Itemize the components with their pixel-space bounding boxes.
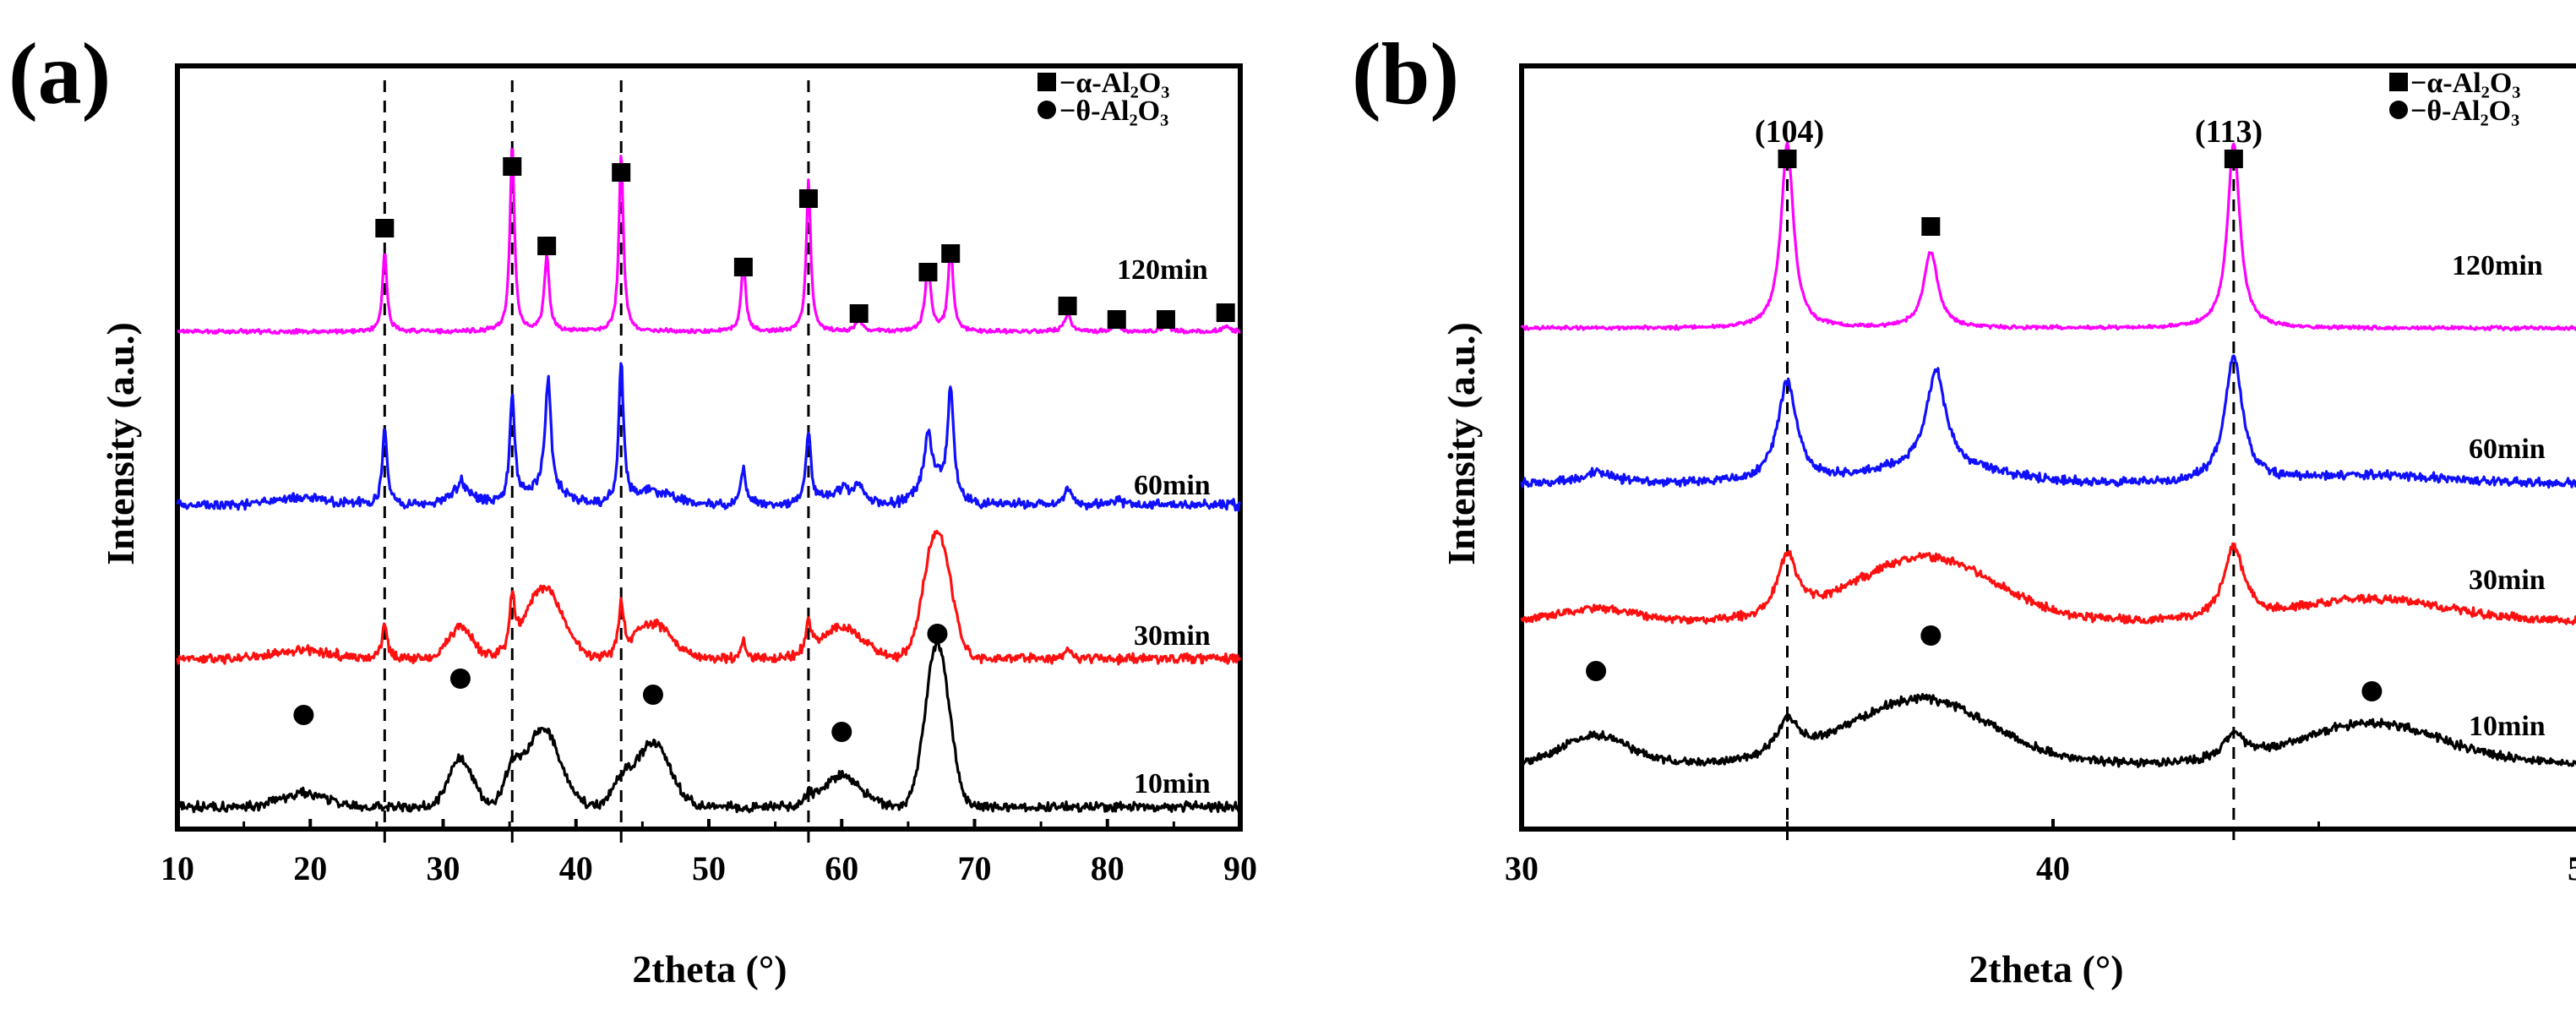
b-xtick-label-40: 40 [2036,849,2070,887]
a-xtick-label-80: 80 [1091,849,1125,887]
panel-b-legend: −α-Al₂O₃ −θ-Al₂O₃ [2389,68,2521,127]
a-legend-square-icon [1037,73,1056,91]
b-theta-circle-marker-2 [2361,681,2383,701]
a-alpha-square-marker-0 [375,219,395,237]
a-legend-circle-icon [1037,101,1056,119]
panel-b-frame [1519,63,2576,832]
b-ylabel: Intensity (a.u.) [1440,322,1483,565]
b-series-30min [1520,542,2576,625]
a-xlabel: 2theta (°) [632,947,787,990]
b-label-120min: 120min [2452,250,2543,281]
panel-a-label: (a) [8,25,111,123]
a-alpha-square-marker-1 [503,157,522,176]
b-series-10min [1521,692,2576,768]
b-alpha-square-marker-2 [2224,150,2243,168]
panel-a-frame [175,63,1243,832]
b-xtick-label-30: 30 [1505,849,1539,887]
a-alpha-square-marker-8 [941,244,961,263]
a-legend-theta: −θ-Al₂O₃ [1059,95,1168,127]
b-plane-104: (104) [1755,114,1824,150]
b-alpha-square-marker-1 [1921,217,1941,236]
b-label-60min: 60min [2469,434,2546,465]
a-xtick-label-30: 30 [427,849,460,887]
a-alpha-square-marker-10 [1107,310,1126,329]
b-legend-circle-icon [2389,101,2408,119]
a-xtick-label-60: 60 [825,849,858,887]
panel-b-label: (b) [1352,25,1459,123]
a-theta-circle-marker-1 [449,668,471,689]
a-label-120min: 120min [1117,254,1208,286]
a-xtick-label-90: 90 [1223,849,1257,887]
b-xlabel: 2theta (°) [1969,947,2123,990]
a-xtick-label-70: 70 [958,849,992,887]
a-theta-circle-marker-2 [642,685,663,705]
a-xtick-label-40: 40 [559,849,593,887]
a-label-10min: 10min [1134,768,1211,799]
b-theta-circle-marker-1 [1920,625,1942,646]
b-theta-circle-marker-0 [1586,661,1607,681]
b-plane-113: (113) [2195,114,2263,150]
a-alpha-square-marker-5 [798,189,818,208]
a-series-10min [176,640,1241,814]
a-xtick-label-50: 50 [692,849,726,887]
a-label-30min: 30min [1134,620,1211,652]
a-theta-circle-marker-3 [831,722,852,742]
b-xtick-label-50: 50 [2568,849,2576,887]
b-series-120min [1520,141,2576,332]
a-alpha-square-marker-7 [918,263,938,281]
a-alpha-square-marker-4 [733,258,753,276]
b-legend-alpha: −α-Al₂O₃ [2410,68,2521,99]
a-alpha-square-marker-2 [537,237,557,255]
a-alpha-square-marker-3 [612,163,631,182]
a-xtick-label-10: 10 [161,849,194,887]
a-legend-alpha: −α-Al₂O₃ [1059,68,1170,99]
a-alpha-square-marker-9 [1058,297,1077,315]
a-alpha-square-marker-6 [849,304,869,323]
panel-b: (b) 30 40 50 (104) (113) 120min 60min 30mi… [1352,25,2576,990]
b-legend-square-icon [2389,73,2408,91]
a-ylabel: Intensity (a.u.) [99,322,142,565]
a-alpha-square-marker-11 [1156,310,1175,329]
b-alpha-square-marker-0 [1778,150,1797,168]
b-series-60min [1520,354,2576,489]
a-theta-circle-marker-4 [927,624,948,644]
b-label-30min: 30min [2469,565,2546,596]
a-label-60min: 60min [1134,470,1211,501]
a-series-30min [176,529,1242,666]
panel-a-legend: −α-Al₂O₃ −θ-Al₂O₃ [1037,68,1170,127]
b-label-10min: 10min [2469,711,2546,742]
panel-a: (a) 10 20 30 40 50 60 70 80 90 120min 60min 30mi… [8,25,1257,990]
a-theta-circle-marker-0 [293,705,314,725]
a-series-120min [177,148,1241,336]
b-legend-theta: −θ-Al₂O₃ [2410,95,2519,127]
a-alpha-square-marker-12 [1216,303,1235,322]
a-xtick-label-20: 20 [293,849,327,887]
a-series-60min [176,362,1242,512]
